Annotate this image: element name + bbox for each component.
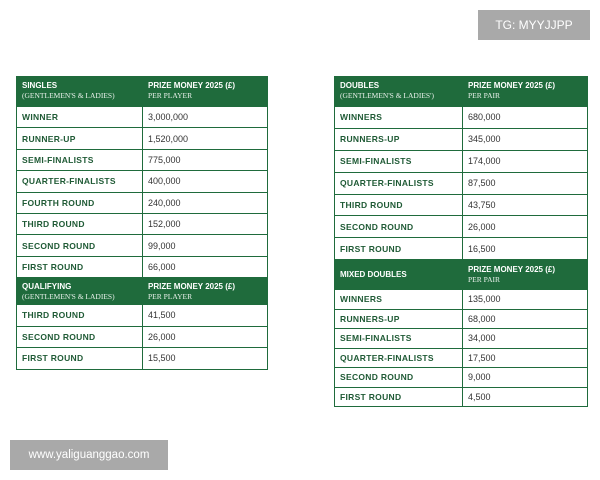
doubles-row: FIRST ROUND 16,500 — [335, 237, 587, 260]
prize-amount: 240,000 — [148, 197, 181, 208]
mixed-header: MIXED DOUBLES PRIZE MONEY 2025 (£) PER PA… — [335, 259, 587, 290]
mixed-row: SECOND ROUND 9,000 — [335, 367, 587, 387]
singles-header: SINGLES (GENTLEMEN'S & LADIES) PRIZE MONE… — [17, 77, 267, 106]
singles-subtitle: (GENTLEMEN'S & LADIES) — [22, 91, 115, 100]
prize-amount: 174,000 — [468, 156, 501, 167]
prize-amount: 66,000 — [148, 261, 176, 272]
prize-amount: 99,000 — [148, 240, 176, 251]
qualifying-title: QUALIFYING — [22, 282, 72, 292]
prize-amount: 26,000 — [468, 221, 496, 232]
singles-row: THIRD ROUND 152,000 — [17, 212, 267, 235]
singles-row: FOURTH ROUND 240,000 — [17, 191, 267, 213]
prize-amount: 152,000 — [148, 219, 181, 230]
doubles-col: PRIZE MONEY 2025 (£) — [468, 81, 555, 90]
round-label: THIRD ROUND — [17, 305, 143, 326]
prize-amount: 135,000 — [468, 294, 501, 305]
qualifying-row: SECOND ROUND 26,000 — [17, 325, 267, 348]
prize-amount: 16,500 — [468, 243, 496, 254]
prize-amount: 34,000 — [468, 333, 496, 344]
singles-row: RUNNER-UP 1,520,000 — [17, 127, 267, 149]
prize-amount: 680,000 — [468, 112, 501, 123]
round-label: QUARTER-FINALISTS — [335, 172, 463, 194]
qualifying-subtitle: (GENTLEMEN'S & LADIES) — [22, 292, 115, 302]
round-label: SECOND ROUND — [17, 235, 143, 256]
round-label: FOURTH ROUND — [17, 192, 143, 213]
round-label: SECOND ROUND — [335, 368, 463, 387]
doubles-row: SEMI-FINALISTS 174,000 — [335, 149, 587, 172]
mixed-row: SEMI-FINALISTS 34,000 — [335, 328, 587, 348]
mixed-row: FIRST ROUND 4,500 — [335, 386, 587, 407]
prize-amount: 43,750 — [468, 200, 496, 210]
mixed-col-sub: PER PAIR — [468, 274, 501, 284]
singles-row: QUARTER-FINALISTS 400,000 — [17, 170, 267, 192]
prize-amount: 3,000,000 — [148, 112, 189, 123]
mixed-row: WINNERS 135,000 — [335, 289, 587, 309]
round-label: FIRST ROUND — [17, 348, 143, 369]
singles-qualifying-table: SINGLES (GENTLEMEN'S & LADIES) PRIZE MONE… — [16, 76, 268, 370]
round-label: SEMI-FINALISTS — [17, 149, 143, 171]
round-label: FIRST ROUND — [335, 238, 463, 260]
round-label: THIRD ROUND — [17, 213, 143, 235]
singles-col-sub: PER PLAYER — [148, 91, 193, 100]
doubles-row: THIRD ROUND 43,750 — [335, 193, 587, 216]
prize-amount: 17,500 — [468, 352, 496, 363]
prize-amount: 400,000 — [148, 176, 181, 187]
qualifying-row: FIRST ROUND 15,500 — [17, 347, 267, 369]
qualifying-col: PRIZE MONEY 2025 (£) — [148, 282, 235, 292]
round-label: SECOND ROUND — [335, 216, 463, 238]
round-label: SEMI-FINALISTS — [335, 329, 463, 348]
round-label: FIRST ROUND — [17, 256, 143, 278]
round-label: QUARTER-FINALISTS — [335, 348, 463, 368]
qualifying-header: QUALIFYING (GENTLEMEN'S & LADIES) PRIZE M… — [17, 277, 267, 305]
round-label: SECOND ROUND — [17, 326, 143, 348]
doubles-row: RUNNERS-UP 345,000 — [335, 127, 587, 150]
prize-amount: 775,000 — [148, 154, 181, 165]
doubles-mixed-table: DOUBLES (GENTLEMEN'S & LADIES') PRIZE MON… — [334, 76, 588, 408]
round-label: WINNERS — [335, 290, 463, 309]
mixed-row: QUARTER-FINALISTS 17,500 — [335, 347, 587, 368]
doubles-row: QUARTER-FINALISTS 87,500 — [335, 171, 587, 194]
prize-amount: 345,000 — [468, 134, 501, 145]
prize-amount: 26,000 — [148, 331, 176, 342]
prize-amount: 68,000 — [468, 313, 496, 324]
qualifying-col-sub: PER PLAYER — [148, 292, 193, 302]
prize-amount: 9,000 — [468, 372, 491, 383]
singles-row: FIRST ROUND 66,000 — [17, 255, 267, 278]
singles-row: WINNER 3,000,000 — [17, 106, 267, 128]
doubles-subtitle: (GENTLEMEN'S & LADIES') — [340, 91, 434, 100]
watermark-top: TG: MYYJJPP — [478, 10, 590, 40]
round-label: THIRD ROUND — [335, 194, 463, 216]
doubles-header: DOUBLES (GENTLEMEN'S & LADIES') PRIZE MON… — [335, 77, 587, 106]
prize-amount: 87,500 — [468, 178, 496, 189]
doubles-col-sub: PER PAIR — [468, 91, 501, 100]
doubles-row: SECOND ROUND 26,000 — [335, 215, 587, 238]
mixed-title: MIXED DOUBLES — [340, 269, 407, 279]
mixed-col: PRIZE MONEY 2025 (£) — [468, 264, 555, 274]
doubles-row: WINNERS 680,000 — [335, 106, 587, 128]
round-label: RUNNERS-UP — [335, 128, 463, 150]
prize-amount: 41,500 — [148, 310, 176, 321]
round-label: WINNER — [17, 107, 143, 128]
round-label: RUNNER-UP — [17, 128, 143, 149]
mixed-row: RUNNERS-UP 68,000 — [335, 308, 587, 329]
singles-row: SECOND ROUND 99,000 — [17, 234, 267, 256]
singles-row: SEMI-FINALISTS 775,000 — [17, 148, 267, 171]
watermark-bottom: www.yaliguanggao.com — [10, 440, 168, 470]
prize-amount: 15,500 — [148, 353, 176, 364]
qualifying-row: THIRD ROUND 41,500 — [17, 304, 267, 326]
round-label: SEMI-FINALISTS — [335, 150, 463, 172]
prize-amount: 1,520,000 — [148, 133, 189, 144]
doubles-title: DOUBLES — [340, 81, 380, 90]
round-label: WINNERS — [335, 107, 463, 128]
singles-title: SINGLES — [22, 81, 58, 90]
round-label: QUARTER-FINALISTS — [17, 171, 143, 192]
singles-col: PRIZE MONEY 2025 (£) — [148, 81, 235, 90]
round-label: FIRST ROUND — [335, 387, 463, 407]
round-label: RUNNERS-UP — [335, 309, 463, 329]
prize-amount: 4,500 — [468, 391, 491, 402]
